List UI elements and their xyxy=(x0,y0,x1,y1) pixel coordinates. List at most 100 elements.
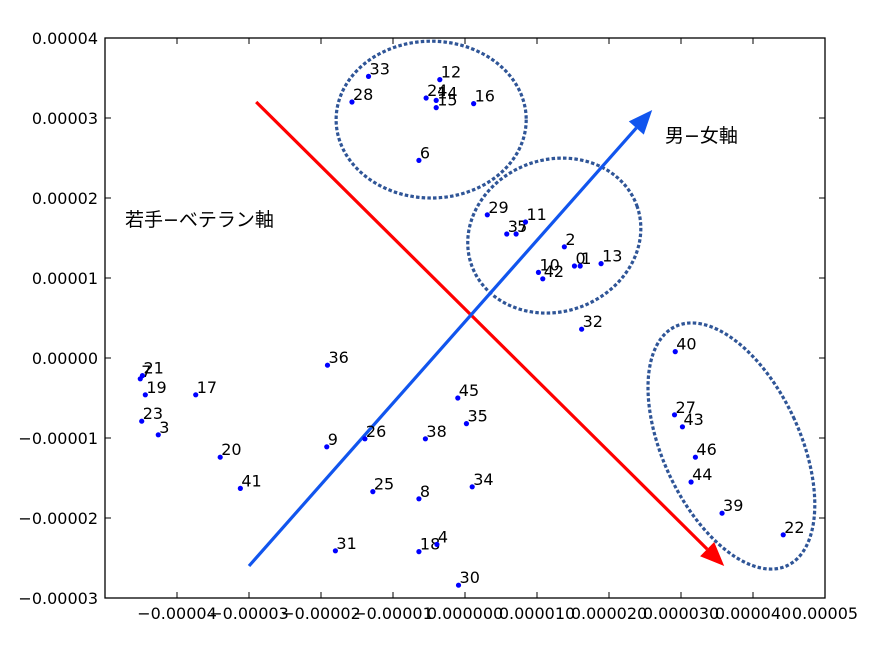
point-label: 38 xyxy=(426,422,446,441)
data-point xyxy=(780,532,786,538)
point-label: 40 xyxy=(676,335,696,354)
young-veteran-arrow-line xyxy=(255,100,709,551)
data-point xyxy=(155,432,161,438)
data-point xyxy=(484,212,490,218)
data-point xyxy=(577,263,583,269)
x-tick-label: 0.000010 xyxy=(499,604,575,623)
point-label: 22 xyxy=(784,518,804,537)
data-point xyxy=(455,582,462,588)
x-tick-label: 0.000000 xyxy=(427,604,503,623)
point-label: 11 xyxy=(526,205,546,224)
cluster-ellipse xyxy=(334,39,528,200)
x-tick-label: 0.000020 xyxy=(571,604,647,623)
data-point xyxy=(540,276,546,282)
y-tick-label: −0.00003 xyxy=(18,589,98,608)
point-label: 43 xyxy=(683,410,703,429)
cluster-ellipse xyxy=(646,321,817,571)
data-point xyxy=(433,105,439,111)
data-point xyxy=(571,263,578,269)
point-label: 46 xyxy=(696,440,716,459)
point-label: 12 xyxy=(441,63,461,82)
y-tick-label: 0.00003 xyxy=(32,109,98,128)
point-label: 4 xyxy=(438,527,448,546)
young-veteran-axis-label: 若手−ベテラン軸 xyxy=(125,209,274,231)
point-label: 36 xyxy=(328,348,348,367)
data-point xyxy=(679,424,686,430)
point-label: 33 xyxy=(370,59,390,78)
point-label: 25 xyxy=(374,475,394,494)
point-label: 45 xyxy=(459,381,479,400)
point-label: 44 xyxy=(692,465,712,484)
data-point xyxy=(463,421,470,427)
male-female-axis-label: 男−女軸 xyxy=(665,125,738,147)
data-point xyxy=(416,549,422,555)
data-point xyxy=(324,362,331,368)
point-label: 20 xyxy=(221,440,241,459)
data-point xyxy=(142,392,148,398)
data-point xyxy=(471,101,477,107)
point-label: 0 xyxy=(575,249,585,268)
point-label: 3 xyxy=(159,418,169,437)
point-label: 9 xyxy=(328,430,338,449)
point-label: 39 xyxy=(723,496,743,515)
y-tick-label: −0.00002 xyxy=(18,509,98,528)
data-point xyxy=(513,231,519,237)
point-label: 42 xyxy=(544,262,564,281)
data-point xyxy=(423,95,429,101)
young-veteran-arrow-head xyxy=(700,542,725,566)
data-point xyxy=(237,485,243,491)
point-label: 31 xyxy=(336,534,356,553)
data-point xyxy=(349,99,355,105)
y-axis-ticks: −0.00003 −0.00002 −0.00001 0.00000 0.00001 0.… xyxy=(18,29,825,608)
data-point xyxy=(688,479,694,485)
point-label: 26 xyxy=(366,422,386,441)
data-point xyxy=(332,548,338,554)
point-label: 28 xyxy=(353,85,373,104)
point-label: 19 xyxy=(146,378,166,397)
y-tick-label: −0.00001 xyxy=(18,429,98,448)
data-point xyxy=(719,510,725,516)
point-label: 10 xyxy=(539,255,559,274)
cluster-ellipse xyxy=(466,156,643,315)
data-point xyxy=(598,261,604,267)
data-point xyxy=(433,97,439,103)
data-point xyxy=(139,373,146,379)
point-label: 35 xyxy=(467,407,487,426)
x-tick-label: −0.00004 xyxy=(137,604,217,623)
data-point xyxy=(455,395,461,401)
x-tick-label: 0.00005 xyxy=(792,604,858,623)
x-tick-label: −0.00001 xyxy=(353,604,433,623)
data-point xyxy=(437,77,443,83)
point-label: 32 xyxy=(583,312,603,331)
data-point xyxy=(504,231,510,237)
plot-frame xyxy=(104,37,826,599)
x-tick-label: −0.00002 xyxy=(281,604,361,623)
cluster-ellipses xyxy=(334,39,817,571)
point-label: 30 xyxy=(460,568,480,587)
point-label: 15 xyxy=(437,91,457,110)
data-point xyxy=(469,484,475,490)
data-point xyxy=(362,436,368,442)
data-point xyxy=(561,244,567,250)
point-label: 14 xyxy=(437,83,457,102)
x-tick-label: 0.000030 xyxy=(643,604,719,623)
data-point xyxy=(671,412,678,418)
data-point xyxy=(365,73,372,79)
y-tick-label: 0.00004 xyxy=(32,29,98,48)
data-point xyxy=(579,326,585,332)
point-label: 2 xyxy=(565,230,575,249)
point-label: 7 xyxy=(141,362,151,381)
male-female-arrow-line xyxy=(247,126,638,568)
male-female-arrow-head xyxy=(628,110,653,135)
data-point xyxy=(193,392,199,398)
data-point xyxy=(672,349,678,355)
data-point xyxy=(692,454,699,460)
point-label: 17 xyxy=(197,378,217,397)
point-label: 5 xyxy=(517,217,527,236)
y-tick-label: 0.00002 xyxy=(32,189,98,208)
data-point xyxy=(535,269,542,275)
point-label: 8 xyxy=(420,482,430,501)
point-label: 41 xyxy=(241,471,261,490)
